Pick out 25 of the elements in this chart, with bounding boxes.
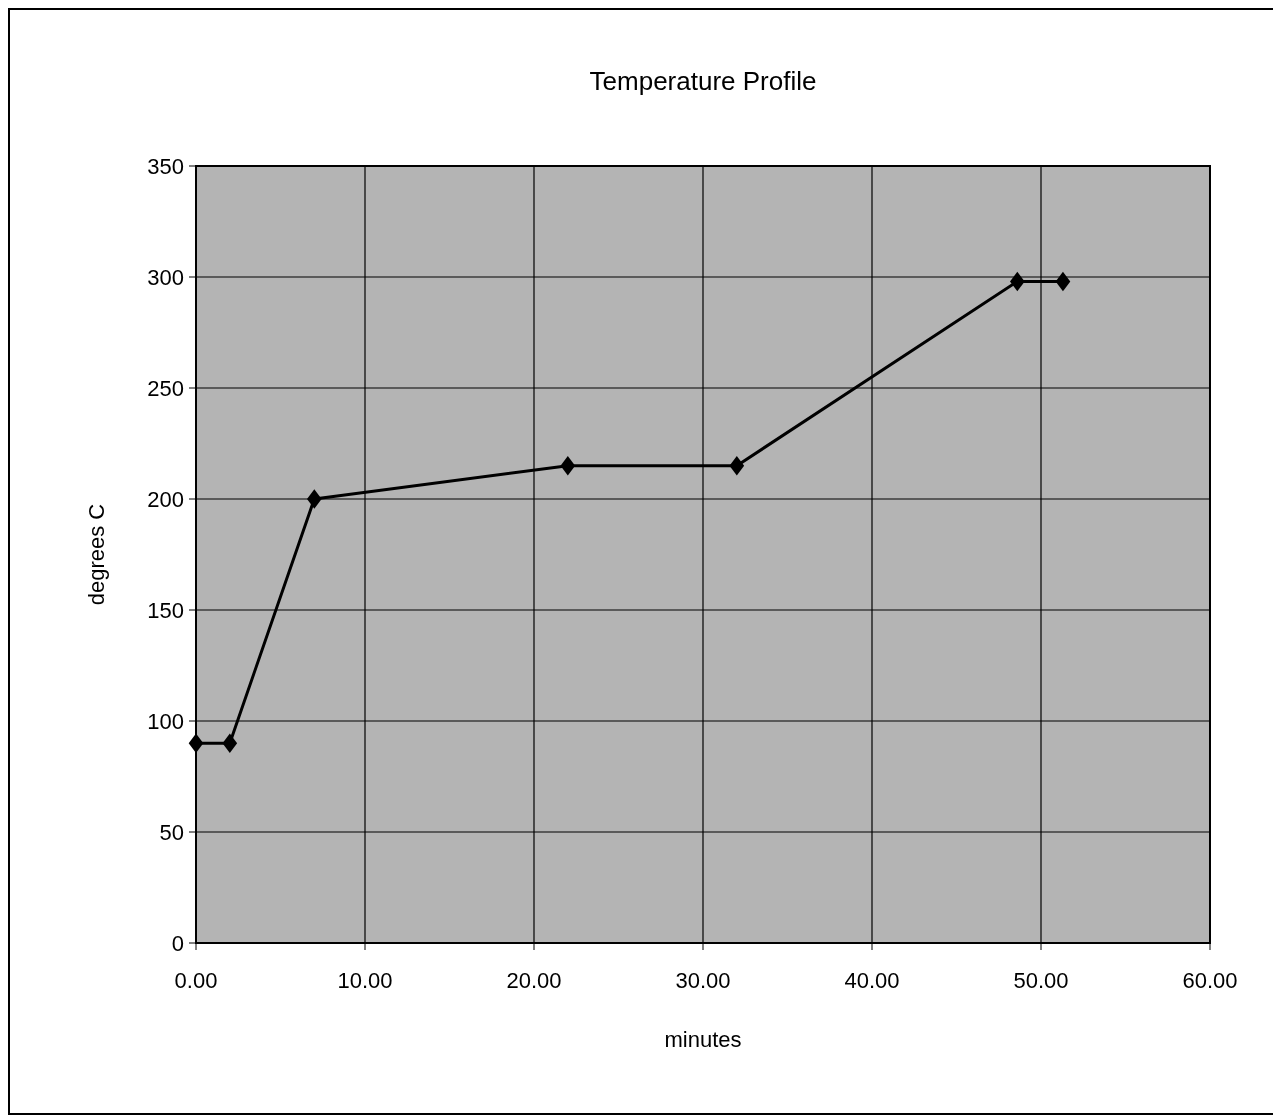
- point: [560, 455, 576, 476]
- x-tick-label: 0.00: [174, 968, 218, 993]
- x-tick-label: 60.00: [1182, 968, 1238, 993]
- y-tick-label: 150: [147, 597, 184, 623]
- point: [729, 455, 745, 476]
- y-axis-title: degrees C: [84, 503, 109, 606]
- y-tick-label: 300: [147, 264, 184, 290]
- y-tick-label: 200: [147, 486, 184, 512]
- point: [188, 733, 204, 753]
- y-tick-label: 100: [147, 708, 184, 734]
- x-tick-label: 50.00: [1013, 968, 1069, 993]
- chart-title: Temperature Profile: [589, 66, 817, 96]
- x-tick-label: 30.00: [675, 968, 731, 993]
- x-tick-label: 10.00: [337, 968, 393, 993]
- y-tick-label: 250: [147, 375, 184, 401]
- x-axis-title: minutes: [664, 1027, 742, 1052]
- point: [306, 489, 322, 509]
- x-tick-label: 20.00: [506, 968, 562, 993]
- point: [1055, 271, 1071, 292]
- y-tick-label: 350: [147, 153, 184, 179]
- x-tick-label: 40.00: [844, 968, 900, 993]
- point: [222, 733, 238, 753]
- point: [1010, 271, 1025, 292]
- y-tick-label: 50: [159, 819, 184, 845]
- y-tick-label: 0: [171, 930, 184, 956]
